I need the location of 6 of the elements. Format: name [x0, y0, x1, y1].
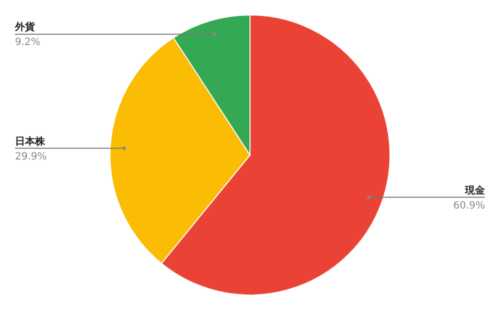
data-label: 60.9%	[453, 200, 485, 212]
data-label: 9.2%	[15, 37, 40, 48]
slice-label: 現金	[464, 184, 486, 196]
data-label: 29.9%	[15, 151, 47, 162]
slice-label: 外貨	[14, 21, 36, 34]
slice-label: 日本株	[15, 135, 46, 148]
